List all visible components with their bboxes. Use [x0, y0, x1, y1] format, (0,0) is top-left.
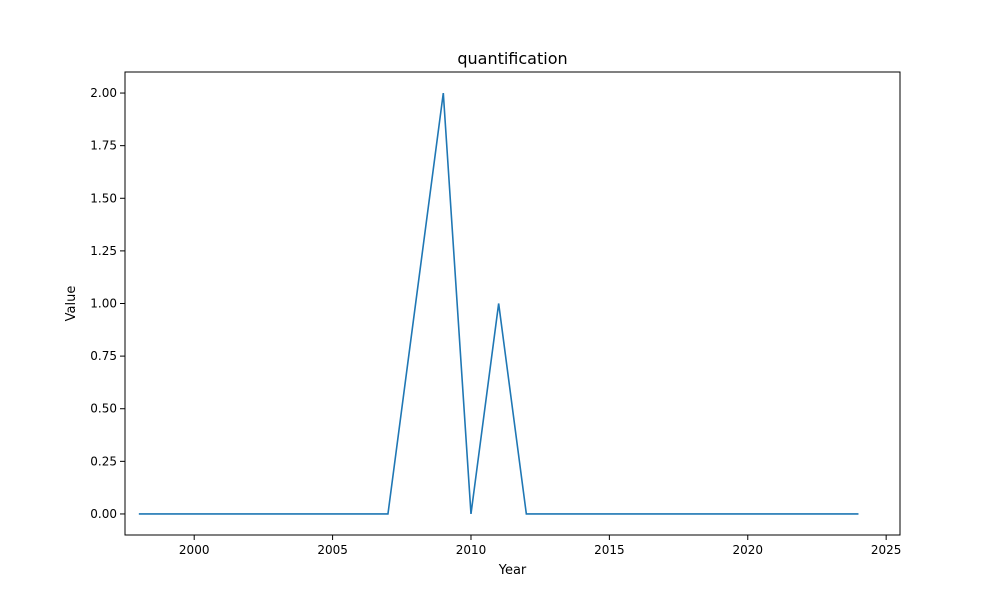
series-line	[138, 92, 859, 515]
y-tick-label: 0.25	[90, 454, 117, 468]
x-tick-label: 2015	[594, 543, 625, 557]
plot-area	[138, 92, 859, 515]
y-axis: 0.00 0.25 0.50 0.75 1.00 1.25 1.50 1.75 2.00	[90, 86, 125, 521]
x-tick-label: 2020	[732, 543, 763, 557]
y-tick-label: 1.50	[90, 191, 117, 205]
y-tick-label: 0.50	[90, 402, 117, 416]
x-axis-label: Year	[498, 563, 527, 578]
chart-title: quantification	[457, 49, 567, 68]
y-axis-label: Value	[64, 286, 79, 322]
x-tick-label: 2025	[871, 543, 902, 557]
plot-frame	[124, 71, 901, 536]
y-tick-label: 1.00	[90, 297, 117, 311]
y-tick-label: 2.00	[90, 86, 117, 100]
y-tick-label: 1.25	[90, 244, 117, 258]
y-tick-label: 0.00	[90, 507, 117, 521]
y-tick-label: 0.75	[90, 349, 117, 363]
x-tick-label: 2000	[179, 543, 210, 557]
x-axis: 2000 2005 2010 2015 2020 2025	[179, 535, 902, 557]
x-tick-label: 2005	[317, 543, 348, 557]
y-tick-label: 1.75	[90, 139, 117, 153]
x-tick-label: 2010	[456, 543, 487, 557]
